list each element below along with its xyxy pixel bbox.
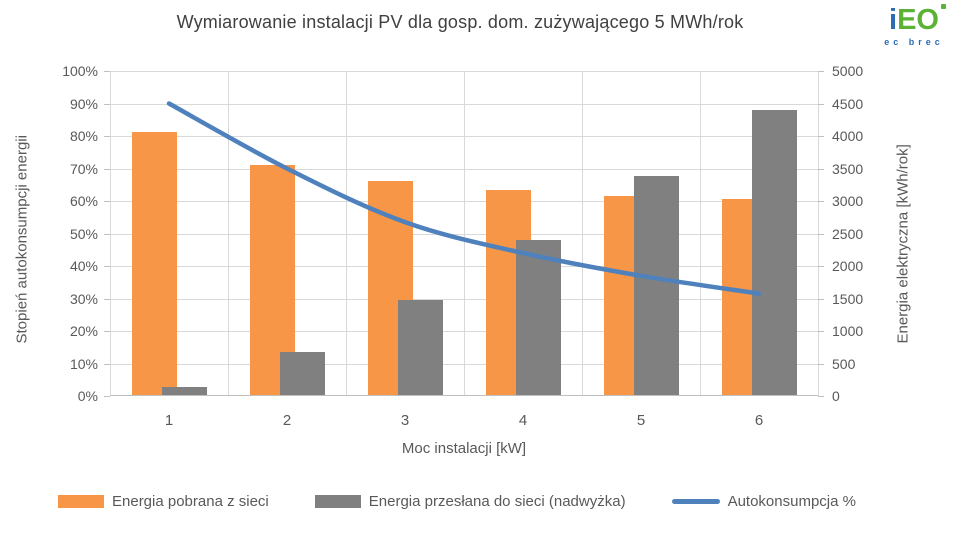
legend-item-przeslana: Energia przesłana do sieci (nadwyżka) [314,493,626,510]
ieo-logo-eo: EO [897,4,939,36]
y-right-tick [818,298,824,300]
ieo-logo-dot-icon [940,4,946,9]
bar-energia-przeslana [279,352,325,395]
y-right-tick-label: 1500 [832,290,864,307]
bar-energia-przeslana [397,300,443,395]
legend-item-autokonsumpcja: Autokonsumpcja % [671,493,856,510]
y-left-tick-label: 100% [62,63,98,79]
legend-label: Autokonsumpcja % [727,493,856,510]
y-right-tick-label: 500 [832,355,856,372]
y-right-tick [818,266,824,267]
bar-energia-przeslana [161,387,207,395]
ieo-logo: iEO ec brec [872,4,956,47]
y-left-tick-label: 90% [69,95,98,112]
y-left-tick [104,201,110,202]
y-left-tick-label: 10% [69,355,98,372]
bar-energia-pobrana [131,131,177,395]
y-left-tick-label: 80% [69,128,98,144]
plot-area [110,71,819,396]
y-left-tick [104,71,110,72]
v-gridline [464,71,465,396]
y-left-tick-label: 50% [69,225,98,242]
legend-bar-swatch-icon [314,495,361,508]
y-left-tick [104,396,110,397]
y-right-tick [818,136,824,137]
y-right-tick [818,71,824,72]
y-left-tick-label: 0% [77,388,98,404]
y-right-tick [818,363,824,365]
x-tick-label: 5 [636,412,646,429]
y-left-tick-label: 30% [69,290,98,307]
x-tick-label: 1 [164,412,174,429]
y-left-tick [104,103,110,105]
y-right-tick-label: 5000 [832,63,864,79]
y-left-tick-label: 40% [69,258,98,274]
legend-item-pobrana: Energia pobrana z sieci [58,493,269,510]
y-right-tick-label: 3000 [832,193,864,209]
v-gridline [228,71,229,396]
ieo-logo-wordmark: iEO [889,4,946,36]
y-right-tick [818,201,824,202]
y-right-tick [818,168,824,170]
bar-energia-przeslana [515,239,561,395]
y-left-tick-label: 20% [69,323,98,339]
y-left-tick [104,331,110,332]
y-left-tick [104,136,110,137]
x-tick-label: 4 [518,412,528,429]
x-axis-title: Moc instalacji [kW] [401,440,527,457]
x-tick-label: 6 [754,412,764,429]
y-right-tick [818,233,824,235]
v-gridline [582,71,583,396]
legend-bar-swatch-icon [58,495,104,508]
y-left-tick-label: 60% [69,193,98,209]
y-right-tick [818,331,824,332]
legend-label: Energia pobrana z sieci [112,493,269,510]
left-axis-title: Stopień autokonsumpcji energii [13,134,31,343]
y-left-tick [104,298,110,300]
legend-line-swatch-icon [671,499,720,504]
bar-energia-przeslana [633,175,679,395]
ieo-logo-i: i [889,4,898,36]
y-right-tick-label: 1000 [832,323,864,339]
y-right-tick-label: 2500 [832,225,864,242]
x-tick-label: 2 [282,412,292,429]
v-gridline [700,71,701,396]
v-gridline [346,71,347,396]
y-left-tick [104,233,110,235]
y-left-tick [104,168,110,170]
y-right-tick-label: 3500 [832,160,864,177]
y-right-tick-label: 4000 [832,128,864,144]
chart-title: Wymiarowanie instalacji PV dla gosp. dom… [176,12,744,32]
y-right-tick [818,396,824,397]
v-gridline [110,71,111,396]
y-right-tick-label: 0 [832,388,840,404]
bar-energia-przeslana [751,110,797,395]
legend: Energia pobrana z sieci Energia przesłana… [58,493,918,510]
x-axis-line [110,395,818,396]
x-tick-label: 3 [400,412,410,429]
y-right-tick [818,103,824,105]
y-left-tick-label: 70% [69,160,98,177]
legend-label: Energia przesłana do sieci (nadwyżka) [368,493,626,510]
y-right-tick-label: 2000 [832,258,864,274]
y-left-tick [104,363,110,365]
y-right-tick-label: 4500 [832,95,864,112]
ieo-logo-subtitle: ec brec [884,37,944,47]
y-left-tick [104,266,110,267]
right-axis-title: Energia elektryczna [kWh/rok] [894,143,912,343]
